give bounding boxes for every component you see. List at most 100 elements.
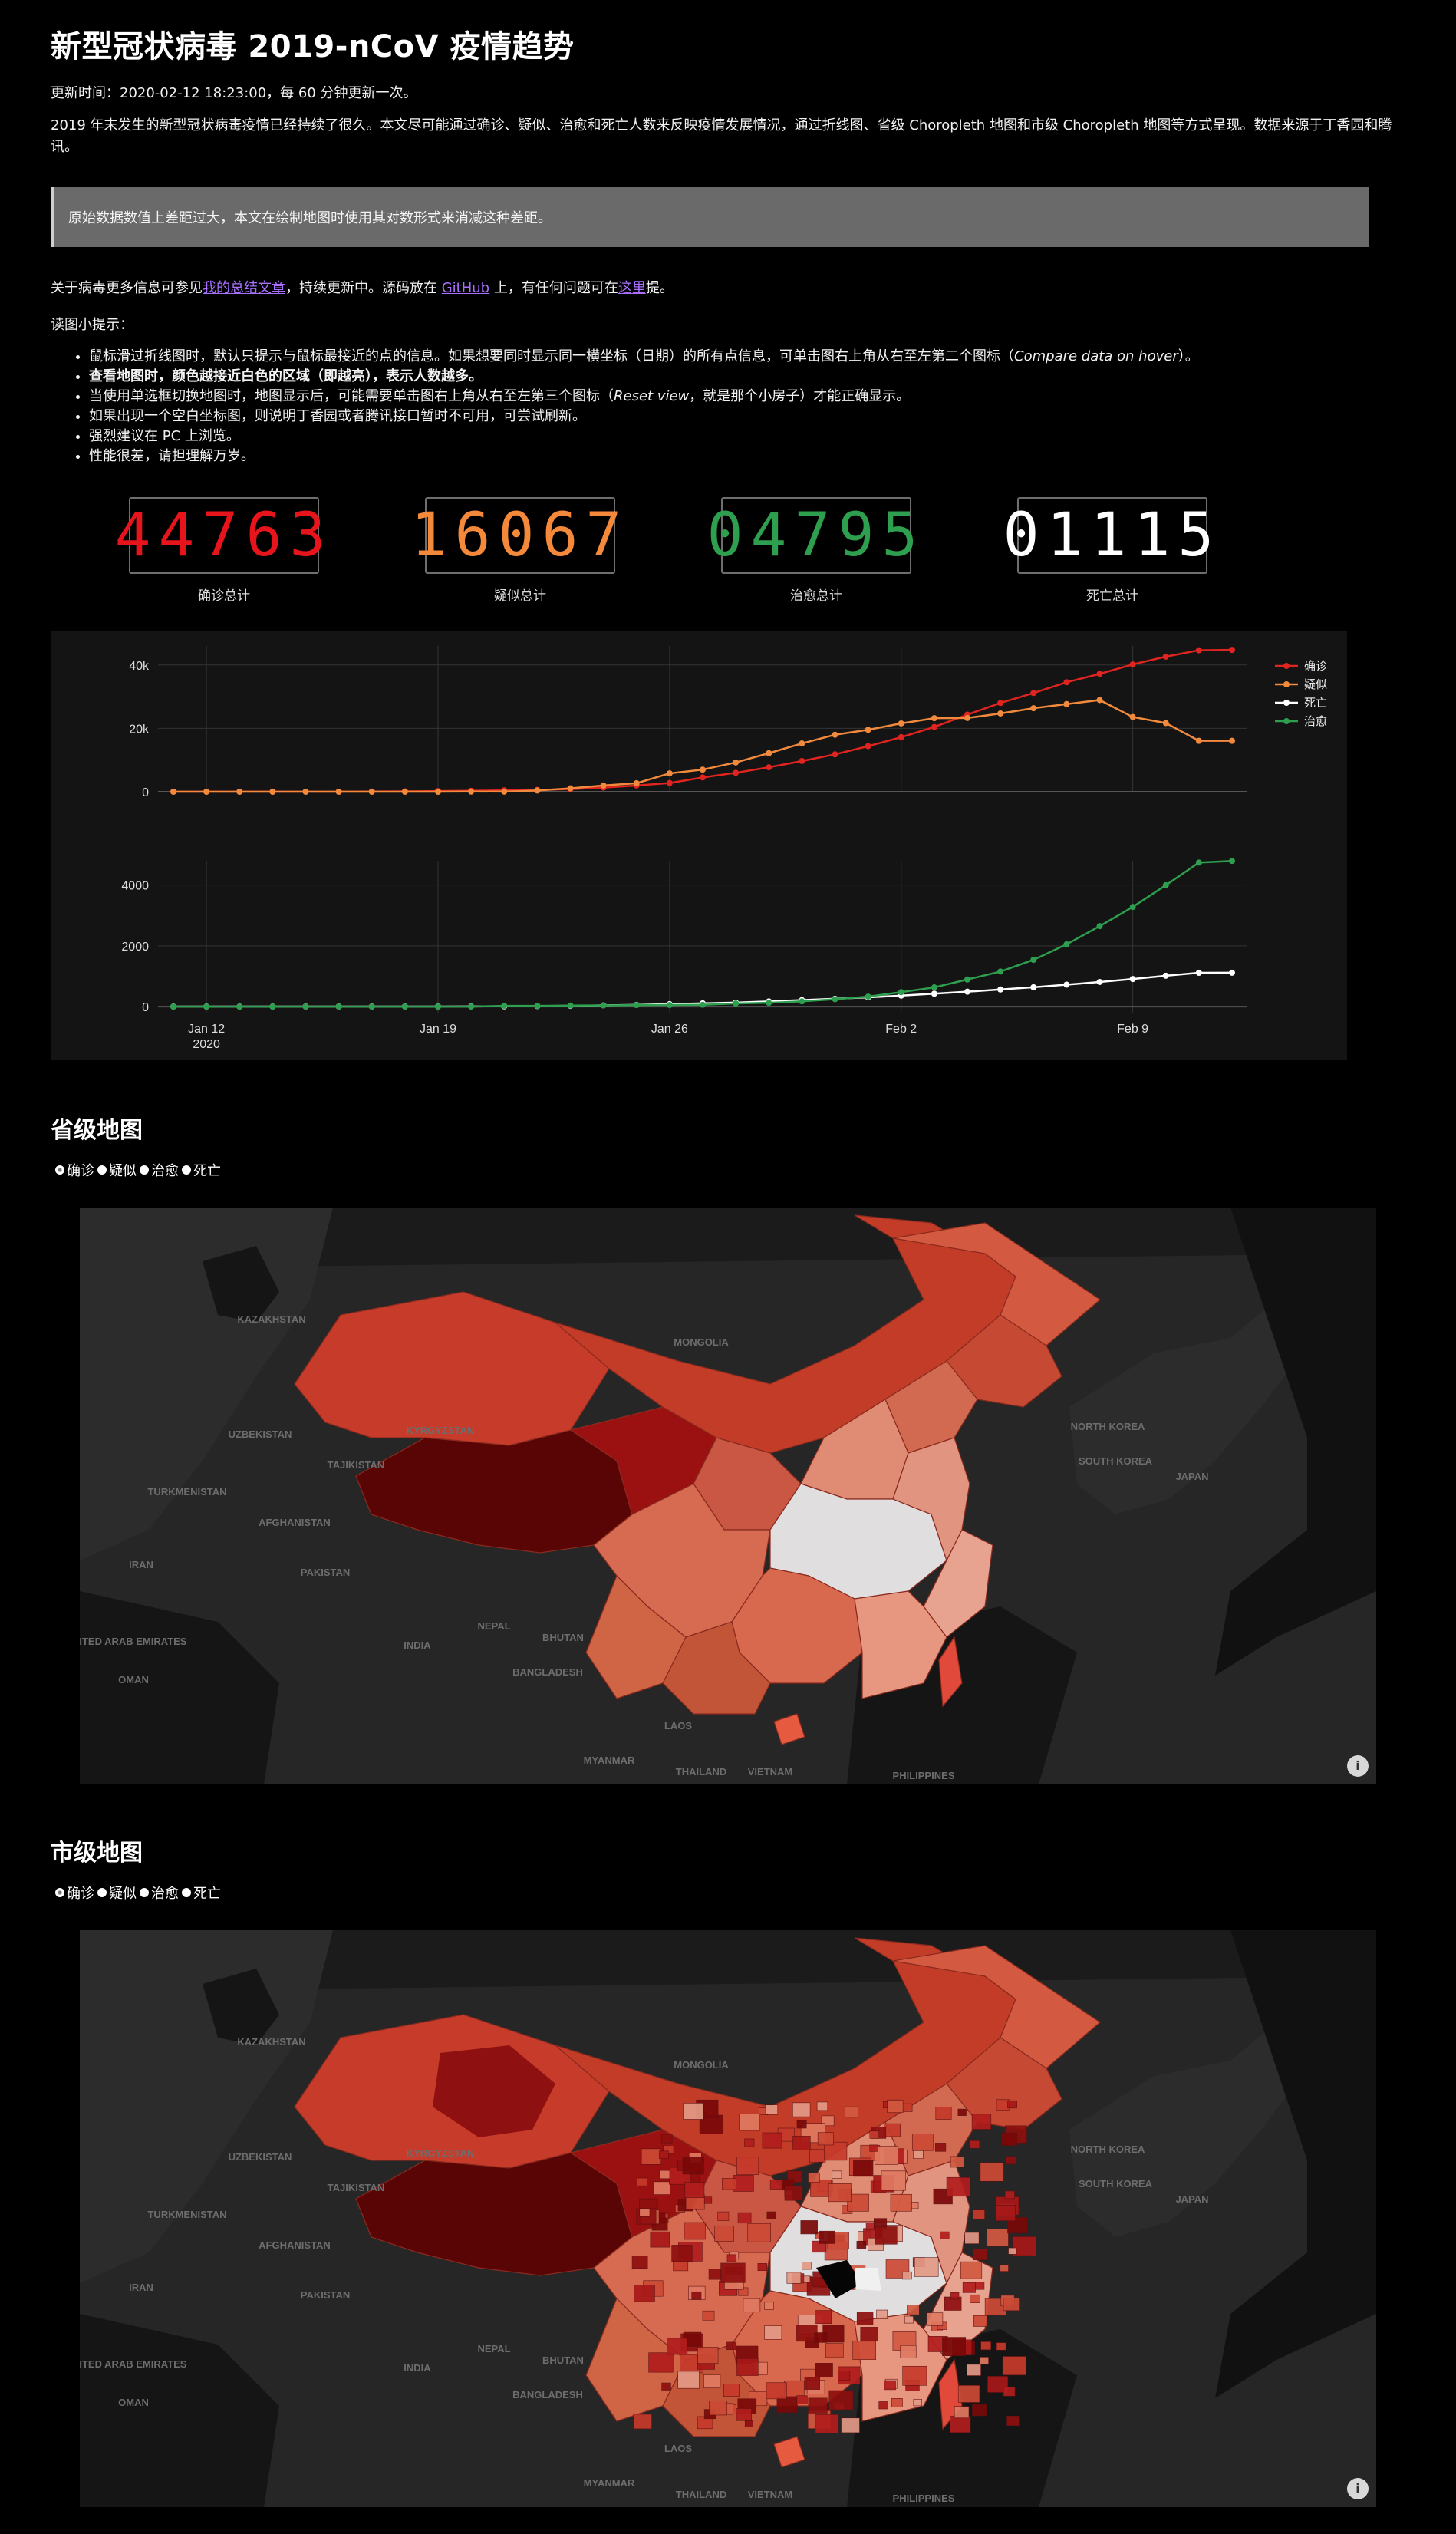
data-point <box>401 1003 408 1010</box>
city-region <box>970 2140 980 2149</box>
city-region <box>720 2262 746 2283</box>
sea-shape <box>80 2314 279 2507</box>
city-region <box>726 2254 736 2262</box>
city-region <box>660 2134 673 2144</box>
city-region <box>884 2380 896 2391</box>
github-link[interactable]: GitHub <box>441 280 490 296</box>
radio-dot[interactable] <box>140 1888 149 1897</box>
city-region <box>1006 2156 1016 2165</box>
radio-dot[interactable] <box>182 1165 191 1175</box>
country-label: NORTH KOREA <box>1071 1421 1145 1432</box>
country-label: UZBEKISTAN <box>229 2151 292 2163</box>
city-radio-group[interactable]: 确诊 疑似 治愈 死亡 <box>55 1883 221 1903</box>
city-region <box>972 2209 985 2220</box>
city-region <box>964 2232 980 2244</box>
city-region <box>950 2156 964 2168</box>
province-map-title: 省级地图 <box>51 1117 143 1144</box>
country-label: TAJIKISTAN <box>328 2182 385 2193</box>
data-point <box>997 700 1004 707</box>
city-region <box>973 2315 988 2327</box>
death-counter: 01115 死亡总计 <box>1003 497 1214 604</box>
sea-shape <box>80 1591 279 1784</box>
data-point <box>335 789 342 795</box>
city-region <box>979 2357 989 2364</box>
data-point <box>633 1002 640 1009</box>
city-region <box>1000 2132 1018 2146</box>
city-region <box>881 2170 906 2191</box>
radio-dot[interactable] <box>55 1888 64 1897</box>
city-region <box>747 2223 771 2242</box>
province-region <box>773 1713 805 1745</box>
info-icon[interactable]: i <box>1347 2478 1369 2499</box>
counter-label: 确诊总计 <box>198 588 250 604</box>
summary-article-link[interactable]: 我的总结文章 <box>203 280 285 296</box>
radio-confirmed[interactable]: 确诊 <box>55 1160 94 1180</box>
city-region <box>962 2282 976 2293</box>
city-region <box>743 2298 761 2313</box>
city-map-title: 市级地图 <box>51 1840 143 1867</box>
legend-marker <box>1283 718 1290 724</box>
radio-dot[interactable] <box>182 1888 191 1897</box>
data-point <box>1195 647 1202 654</box>
city-region <box>757 2263 767 2272</box>
city-map-svg: KAZAKHSTAN MONGOLIA UZBEKISTAN KYRGYZSTAN TU… <box>80 1930 1376 2507</box>
x-tick-label: Feb 2 <box>885 1023 917 1036</box>
city-region <box>667 2338 688 2355</box>
country-label: TAJIKISTAN <box>328 1459 385 1471</box>
city-region <box>878 2401 888 2410</box>
data-point <box>1162 720 1169 727</box>
x-tick-sublabel: 2020 <box>193 1038 220 1051</box>
info-icon[interactable]: i <box>1347 1755 1369 1777</box>
city-region <box>875 2146 898 2165</box>
radio-cured[interactable]: 治愈 <box>140 1883 179 1903</box>
province-map-svg: KAZAKHSTAN MONGOLIA UZBEKISTAN KYRGYZSTAN TU… <box>80 1208 1376 1784</box>
data-point <box>600 782 607 789</box>
land-shape <box>1069 1300 1307 1514</box>
radio-death[interactable]: 死亡 <box>182 1160 221 1180</box>
trend-chart[interactable]: 0 20k 40k 0 2000 4000 Jan 12 2020 Jan 19 Jan 26 Fe… <box>51 631 1347 1060</box>
city-region <box>709 2401 727 2416</box>
country-label: MONGOLIA <box>674 2059 729 2071</box>
radio-confirmed[interactable]: 确诊 <box>55 1883 94 1903</box>
city-region <box>960 2261 983 2279</box>
radio-suspected[interactable]: 疑似 <box>97 1883 137 1903</box>
city-region <box>966 2364 981 2376</box>
issues-link[interactable]: 这里 <box>618 280 646 296</box>
data-point <box>766 1000 772 1007</box>
city-region <box>634 2285 655 2302</box>
data-point <box>666 1002 673 1009</box>
radio-dot[interactable] <box>97 1888 107 1897</box>
radio-dot[interactable] <box>55 1165 64 1175</box>
y-tick-label: 4000 <box>121 880 149 893</box>
city-region <box>926 2312 944 2326</box>
city-region <box>744 2138 755 2147</box>
data-point <box>236 789 243 795</box>
city-map[interactable]: KAZAKHSTAN MONGOLIA UZBEKISTAN KYRGYZSTAN TU… <box>80 1930 1376 2507</box>
city-region <box>631 2256 648 2269</box>
data-point <box>799 998 805 1005</box>
data-point <box>534 787 541 794</box>
country-label: JAPAN <box>1175 1471 1208 1482</box>
radio-dot[interactable] <box>140 1165 149 1175</box>
radio-dot[interactable] <box>97 1165 107 1175</box>
country-label: INDIA <box>404 2362 431 2374</box>
country-label: LAOS <box>664 2443 692 2454</box>
data-point <box>468 788 475 795</box>
province-radio-group[interactable]: 确诊 疑似 治愈 死亡 <box>55 1160 221 1180</box>
data-point <box>600 1002 607 1009</box>
legend-label: 确诊 <box>1304 660 1327 673</box>
radio-cured[interactable]: 治愈 <box>140 1160 179 1180</box>
data-point <box>368 789 375 795</box>
city-region <box>911 2134 934 2151</box>
city-region <box>739 2114 760 2131</box>
city-region <box>825 2343 844 2358</box>
data-point <box>1229 647 1235 654</box>
country-label: BANGLADESH <box>512 2389 583 2401</box>
sea-shape <box>1215 1208 1376 1676</box>
province-map[interactable]: KAZAKHSTAN MONGOLIA UZBEKISTAN KYRGYZSTAN TU… <box>80 1208 1376 1784</box>
city-region <box>907 2305 920 2315</box>
country-label: NEPAL <box>477 1620 510 1632</box>
radio-suspected[interactable]: 疑似 <box>97 1160 137 1180</box>
radio-death[interactable]: 死亡 <box>182 1883 221 1903</box>
city-region <box>654 2181 670 2195</box>
